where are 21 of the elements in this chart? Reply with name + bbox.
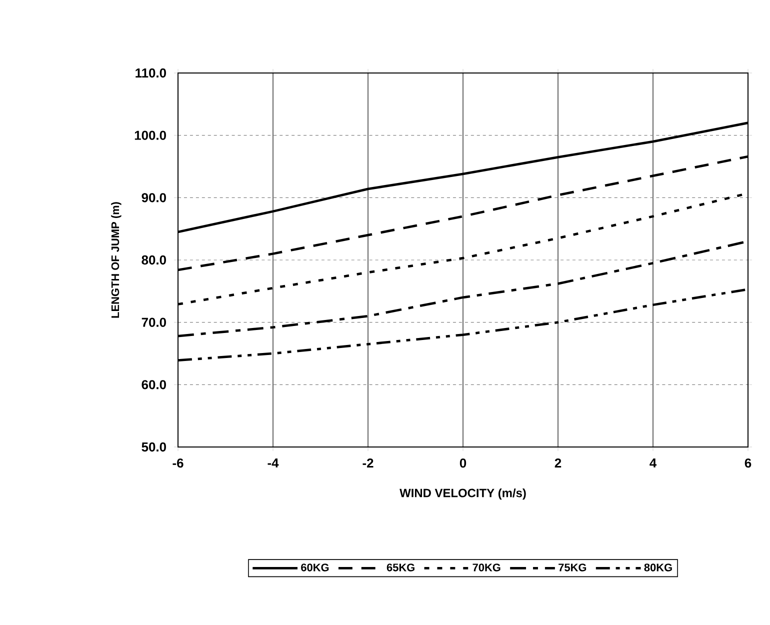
y-tick-label: 110.0 xyxy=(136,68,166,78)
x-tick-label: 2 xyxy=(554,458,562,468)
legend-label: 75KG xyxy=(558,564,586,572)
x-tick-label: -6 xyxy=(172,458,184,468)
x-tick-label: 0 xyxy=(460,458,466,468)
y-tick-label: 100.0 xyxy=(134,130,166,140)
y-tick-label: 80.0 xyxy=(142,255,166,265)
y-tick-label: 90.0 xyxy=(142,193,166,202)
legend-label: 65KG xyxy=(386,564,414,572)
x-tick-label: 4 xyxy=(650,458,657,468)
x-axis-title: WIND VELOCITY (m/s) xyxy=(400,488,526,500)
y-tick-label: 60.0 xyxy=(142,380,166,390)
x-tick-label: -4 xyxy=(268,458,279,468)
legend-label: 70KG xyxy=(472,564,500,572)
y-axis-title: LENGTH OF JUMP (m) xyxy=(111,202,122,318)
legend-label: 60KG xyxy=(301,564,329,572)
y-tick-label: 70.0 xyxy=(142,318,166,327)
legend-label: 80KG xyxy=(644,564,672,572)
x-tick-label: -2 xyxy=(362,458,374,468)
x-tick-label: 6 xyxy=(744,458,752,468)
y-tick-label: 50.0 xyxy=(142,442,166,452)
